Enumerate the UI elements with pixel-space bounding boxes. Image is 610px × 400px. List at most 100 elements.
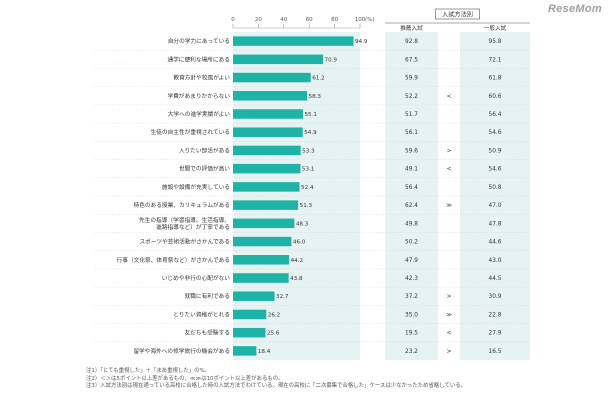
table-col2-value: 47.0: [489, 203, 502, 209]
data-label: 44.2: [291, 258, 303, 264]
table-col2-value: 95.8: [489, 39, 502, 45]
data-label: 51.3: [300, 203, 313, 209]
data-label: 52.4: [301, 185, 314, 191]
table-diff-symbol: ≫: [446, 312, 452, 318]
data-label: 46.0: [293, 240, 306, 246]
table-col1-value: 56.1: [405, 130, 418, 136]
data-label: 48.3: [296, 221, 309, 227]
bar: [233, 200, 299, 210]
category-label: 就職に有利である: [185, 292, 230, 300]
bar: [233, 127, 303, 137]
bar: [233, 91, 308, 101]
data-label: 70.9: [325, 57, 338, 63]
data-label: 43.8: [290, 276, 303, 282]
table-col1-value: 42.3: [405, 276, 418, 282]
table-col2-value: 50.9: [489, 148, 502, 154]
data-label: 26.2: [268, 312, 280, 318]
watermark: ReseMom: [547, 3, 602, 15]
table-col2-value: 44.5: [489, 276, 502, 282]
table-col1-header: 推薦入試: [400, 24, 423, 32]
bar: [233, 255, 290, 265]
table-col1-value: 56.4: [405, 185, 418, 191]
table-col1-value: 49.1: [405, 167, 418, 173]
category-label: 友だちも受験する: [185, 329, 231, 337]
data-label: 55.1: [304, 112, 317, 118]
category-label: 先生の指導（学習指導、生活指導、進路指導など）が丁寧である: [139, 216, 230, 231]
bar: [233, 273, 289, 283]
category-label: 生徒の自主性が重視されている: [151, 128, 230, 136]
footnote-2: 注2）＜＞は5ポイント以上差があるもの、≪≫は10ポイント以上差があるもの。: [86, 375, 284, 382]
bar: [233, 72, 311, 83]
x-tick-label: 80: [331, 17, 338, 23]
data-label: 53.1: [302, 167, 315, 173]
data-label: 54.9: [304, 130, 317, 136]
footnote-1: 注1）「とても重視した」＋「まあ重視した」の%。: [86, 368, 211, 374]
category-label: とりたい資格がとれる: [173, 310, 230, 318]
table-diff-symbol: >: [447, 349, 452, 355]
table-col2-value: 54.6: [489, 167, 502, 173]
table-col1-value: 23.2: [405, 349, 418, 355]
category-label: 学費があまりかからない: [167, 92, 230, 100]
table-diff-symbol: >: [447, 294, 452, 300]
table-col1-value: 52.2: [405, 94, 418, 100]
data-label: 32.7: [276, 294, 289, 300]
table-col2-header: 一般入試: [484, 24, 507, 32]
table-diff-symbol: <: [447, 94, 452, 100]
bar: [233, 218, 295, 229]
category-label: 教育方針や校風がよい: [173, 74, 230, 82]
table-col2-value: 30.9: [489, 294, 502, 300]
data-label: 61.2: [312, 76, 324, 82]
table-col2-value: 72.1: [489, 57, 502, 63]
table-col1-value: 37.2: [405, 294, 418, 300]
table-col2-value: 27.9: [489, 331, 502, 337]
table-col1-value: 47.9: [405, 258, 418, 264]
table-diff-symbol: ≫: [446, 203, 452, 209]
table-col1-value: 92.8: [405, 39, 418, 45]
bar: [233, 236, 292, 247]
table-col1-value: 59.6: [405, 148, 418, 154]
bar: [233, 291, 275, 301]
table-col2-value: 43.0: [489, 258, 502, 264]
category-label: 大学への進学実績がよい: [168, 110, 231, 118]
bar: [233, 145, 301, 156]
category-label: 世間での評価が高い: [179, 165, 230, 173]
category-label: 通学に便利な場所にある: [167, 55, 230, 63]
x-tick-label: 0: [231, 17, 235, 23]
bar: [233, 36, 354, 46]
bar: [233, 163, 301, 174]
bar: [233, 327, 266, 338]
category-label: 入りたい部活がある: [179, 146, 230, 154]
category-label: いじめや非行の心配がない: [162, 274, 231, 282]
x-tick-label: 20: [255, 17, 262, 23]
table-col2-value: 56.4: [489, 112, 502, 118]
bar: [233, 109, 303, 119]
table-group-header-box: [435, 8, 480, 20]
unit-label: (%): [365, 17, 375, 23]
data-label: 94.9: [355, 39, 368, 45]
table-col1-value: 51.7: [405, 112, 418, 118]
table-col1-value: 67.5: [405, 57, 418, 63]
data-label: 58.3: [309, 94, 322, 100]
data-label: 53.3: [302, 148, 315, 154]
data-label: 25.6: [267, 331, 280, 337]
table-col1-value: 62.4: [405, 203, 418, 209]
category-label: 特色のある授業、カリキュラムがある: [133, 201, 230, 209]
footnote-3: 注3）入試方法別は現在通っている高校に合格した時の入試方法でわけている。現在の高…: [86, 383, 467, 390]
category-label: 自分の学力にあっている: [168, 37, 230, 45]
x-tick-label: 100: [355, 17, 366, 23]
table-col1-value: 35.0: [405, 312, 418, 318]
table-group-header: 入試方法別: [442, 11, 473, 19]
table-col2-value: 47.8: [489, 221, 502, 227]
table-col2-value: 60.6: [489, 94, 502, 100]
data-label: 18.4: [258, 349, 271, 355]
table-col2-value: 61.8: [489, 76, 502, 82]
footnotes: 注1）「とても重視した」＋「まあ重視した」の%。 注2）＜＞は5ポイント以上差が…: [86, 368, 586, 391]
bar: [233, 182, 300, 192]
table-col2-value: 22.8: [489, 312, 502, 318]
table-col2-value: 16.5: [489, 349, 502, 355]
category-label: 行事（文化祭、体育祭など）がさかんである: [117, 256, 230, 264]
category-label: スポーツや芸術活動がさかんである: [139, 238, 230, 246]
category-label: 留学や海外への修学旅行の機会がある: [133, 347, 230, 355]
x-tick-label: 60: [306, 17, 313, 23]
